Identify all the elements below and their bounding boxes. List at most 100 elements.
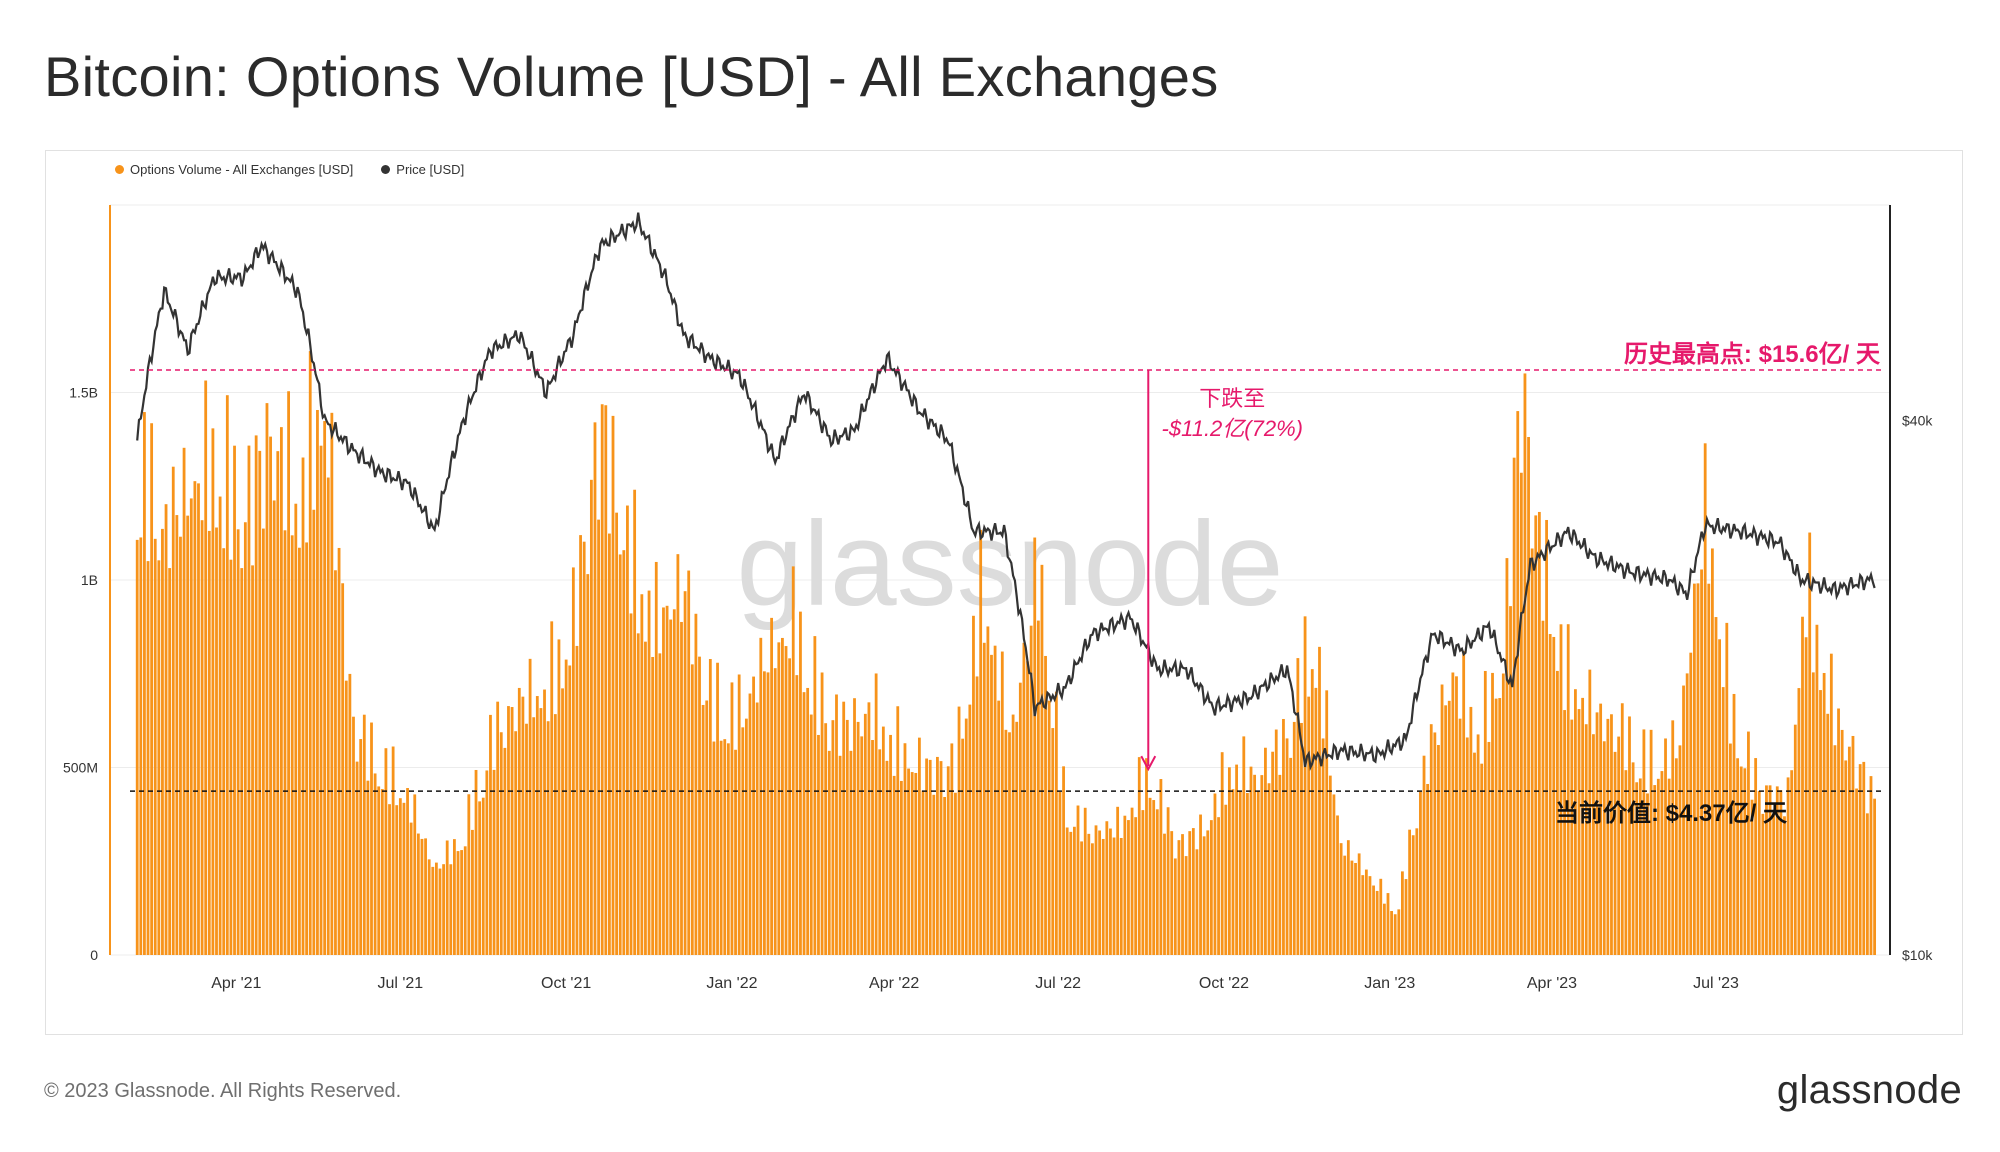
volume-bar: [589, 479, 593, 955]
volume-bar: [1328, 775, 1332, 955]
volume-bar: [1339, 843, 1343, 955]
volume-bar: [1718, 639, 1721, 955]
chart-title: Bitcoin: Options Volume [USD] - All Exch…: [44, 45, 1219, 108]
volume-bar: [456, 851, 460, 955]
volume-bar: [189, 498, 193, 955]
volume-bar: [1404, 879, 1408, 955]
volume-bar: [712, 741, 716, 955]
volume-bar: [629, 613, 633, 955]
drop-label-line2: -$11.2亿(72%): [1162, 416, 1303, 441]
volume-bar: [662, 607, 665, 955]
volume-bar: [831, 720, 835, 955]
volume-bar: [539, 708, 543, 955]
volume-bar: [406, 788, 409, 955]
volume-bar: [1696, 583, 1700, 955]
volume-bar: [1638, 778, 1642, 955]
volume-bar: [334, 570, 337, 955]
volume-bar: [1300, 722, 1303, 955]
y-tick-label-left: 500M: [63, 760, 98, 776]
volume-bar: [496, 701, 500, 955]
volume-bar: [182, 447, 186, 955]
volume-bar: [835, 694, 838, 955]
volume-bar: [1545, 519, 1548, 955]
volume-bar: [532, 717, 536, 955]
volume-bar: [463, 846, 467, 955]
volume-bar: [535, 696, 539, 955]
volume-bar: [1793, 724, 1797, 955]
volume-bar: [261, 528, 265, 955]
volume-bar: [1213, 793, 1217, 955]
volume-bar: [1246, 793, 1249, 955]
volume-bar: [1408, 829, 1412, 955]
volume-bar: [889, 734, 892, 955]
volume-bar: [179, 536, 182, 955]
volume-bar: [1058, 792, 1062, 955]
volume-bar: [1808, 532, 1812, 955]
volume-bar: [943, 796, 947, 955]
volume-bar: [744, 718, 748, 955]
volume-bar: [1224, 804, 1228, 955]
volume-bar: [1372, 885, 1375, 955]
volume-bar: [676, 554, 680, 955]
volume-bar: [1397, 909, 1401, 955]
legend-item-volume[interactable]: Options Volume - All Exchanges [USD]: [115, 162, 353, 177]
volume-bar: [139, 537, 143, 955]
volume-bar: [1837, 708, 1840, 955]
volume-bar: [1476, 734, 1480, 955]
volume-bar: [373, 773, 377, 955]
volume-bar: [1000, 651, 1004, 955]
volume-bar: [669, 619, 673, 955]
volume-bar: [759, 637, 763, 955]
volume-bar: [200, 520, 204, 955]
volume-bar: [1786, 777, 1790, 955]
volume-bar: [892, 775, 896, 955]
volume-bar: [1426, 783, 1430, 955]
volume-bar: [1833, 745, 1837, 955]
volume-bar: [1195, 849, 1199, 955]
volume-bar: [582, 541, 586, 955]
volume-bar: [1303, 616, 1307, 955]
volume-bar: [701, 704, 705, 955]
volume-bar: [1685, 673, 1689, 955]
volume-bar: [370, 722, 373, 955]
volume-bar: [279, 427, 283, 955]
volume-bar: [827, 750, 831, 955]
legend-item-price[interactable]: Price [USD]: [381, 162, 464, 177]
brand-logo[interactable]: glassnode: [1776, 1068, 1962, 1112]
volume-bar: [521, 696, 525, 955]
y-tick-label-left: 0: [90, 947, 98, 963]
volume-bar: [1155, 809, 1159, 955]
volume-bar: [546, 721, 550, 955]
volume-bar: [1447, 700, 1451, 955]
volume-bar: [1033, 537, 1037, 955]
volume-bar: [1494, 698, 1498, 955]
volume-bar: [737, 674, 741, 955]
volume-bar: [748, 693, 752, 955]
volume-bar: [586, 574, 590, 955]
volume-bar: [1667, 778, 1671, 955]
volume-bar: [1574, 689, 1577, 955]
volume-bar: [550, 621, 554, 955]
volume-bar: [1343, 855, 1347, 955]
volume-bar: [1278, 774, 1282, 955]
volume-bar: [1840, 729, 1844, 955]
volume-bar: [568, 665, 572, 955]
volume-bar: [1653, 785, 1657, 955]
volume-bar: [856, 721, 860, 955]
volume-bar: [1851, 735, 1855, 955]
volume-bar: [1260, 775, 1264, 955]
volume-bar: [164, 504, 168, 955]
volume-bar: [1624, 770, 1628, 955]
volume-bar: [982, 642, 986, 955]
volume-bar: [1202, 836, 1206, 955]
volume-bar: [553, 714, 557, 955]
volume-bar: [1429, 724, 1433, 955]
volume-bar: [355, 761, 359, 955]
ath-label: 历史最高点: $15.6亿/ 天: [1624, 340, 1880, 368]
volume-bar: [1469, 706, 1473, 955]
volume-bar: [734, 749, 737, 955]
volume-bar: [1087, 833, 1091, 955]
volume-bar: [1386, 893, 1390, 955]
volume-bar: [1029, 625, 1033, 955]
